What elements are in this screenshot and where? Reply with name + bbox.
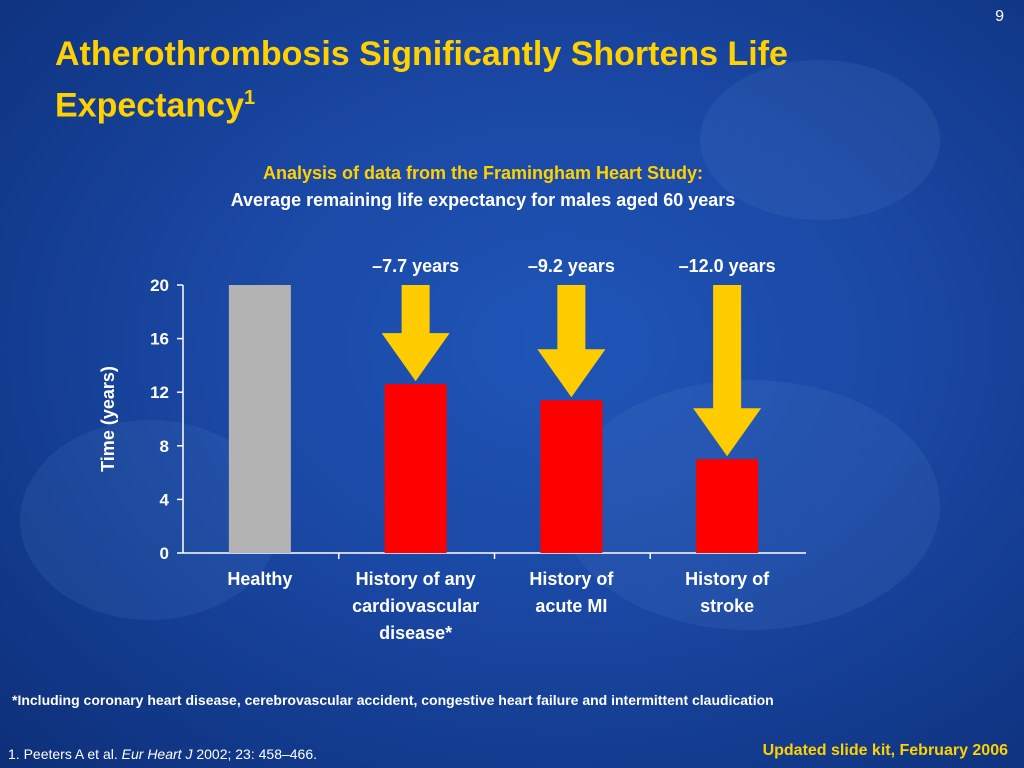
background-shape <box>700 60 940 220</box>
slide-number: 9 <box>995 8 1004 25</box>
decrease-arrow <box>381 285 450 382</box>
decrease-label: –12.0 years <box>679 256 776 276</box>
y-axis-label: Time (years) <box>98 366 118 472</box>
decrease-arrow <box>693 285 762 457</box>
reference-journal: Eur Heart J <box>121 746 193 762</box>
y-tick-label: 8 <box>160 437 169 456</box>
decrease-label: –9.2 years <box>528 256 615 276</box>
footnote: *Including coronary heart disease, cereb… <box>12 692 774 708</box>
reference-prefix: 1. Peeters A et al. <box>8 746 118 762</box>
x-category-label-line: stroke <box>700 596 754 616</box>
x-category-label-line: History of any <box>356 569 476 589</box>
reference: 1. Peeters A et al. Eur Heart J 2002; 23… <box>8 746 317 762</box>
slide-kit-note: Updated slide kit, February 2006 <box>762 742 1008 759</box>
x-category-label: History of stroke <box>685 569 770 616</box>
decrease-label: –7.7 years <box>372 256 459 276</box>
reference-details: 2002; 23: 458–466. <box>192 746 318 762</box>
x-category-label: History of acute MI <box>529 569 614 616</box>
bar-2 <box>540 400 603 553</box>
y-tick-label: 0 <box>160 544 169 563</box>
y-tick-label: 12 <box>150 383 169 402</box>
decrease-arrow <box>537 285 606 398</box>
subtitle-line-1: Analysis of data from the Framingham Hea… <box>262 163 704 183</box>
y-tick-label: 20 <box>150 276 169 295</box>
x-category-label-line: History of <box>529 569 614 589</box>
title-reference-marker: 1 <box>244 87 256 109</box>
slide-title-text: Atherothrombosis Significantly Shortens … <box>55 35 788 125</box>
x-category-label-line: Healthy <box>227 569 292 589</box>
bar-0 <box>228 285 291 553</box>
x-category-label-line: History of <box>685 569 770 589</box>
y-tick-label: 4 <box>160 490 170 509</box>
bar-3 <box>696 459 759 553</box>
x-category-label: History of any cardiovascular disease* <box>352 569 479 643</box>
slide-title: Atherothrombosis Significantly Shortens … <box>55 32 955 127</box>
y-tick-label: 16 <box>150 330 169 349</box>
x-category-label-line: acute MI <box>535 596 607 616</box>
x-category-label-line: cardiovascular <box>352 596 479 616</box>
x-category-label-line: disease* <box>379 623 452 643</box>
x-category-label: Healthy <box>227 569 292 589</box>
chart-subtitle: Analysis of data from the Framingham Hea… <box>0 160 966 214</box>
bar-1 <box>384 384 447 553</box>
subtitle-line-2: Average remaining life expectancy for ma… <box>230 190 736 210</box>
